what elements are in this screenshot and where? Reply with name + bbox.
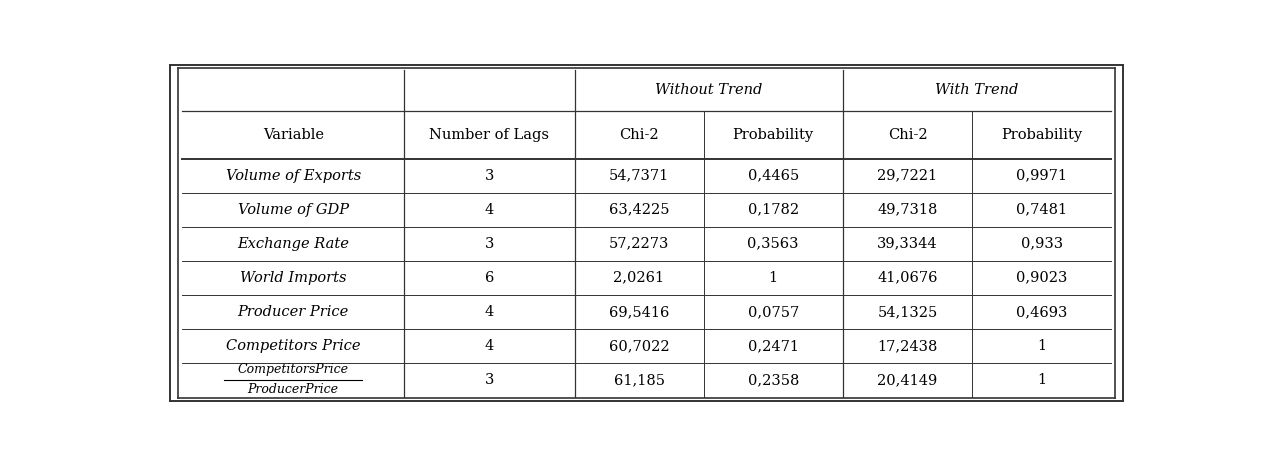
Text: 41,0676: 41,0676 [877,271,938,285]
Text: 1: 1 [769,271,777,285]
Text: 49,7318: 49,7318 [877,203,938,217]
Text: ProducerPrice: ProducerPrice [247,383,338,395]
Text: 0,3563: 0,3563 [747,237,799,251]
Text: 1: 1 [1037,373,1046,387]
Text: 0,933: 0,933 [1021,237,1063,251]
Text: 57,2273: 57,2273 [608,237,669,251]
Text: 69,5416: 69,5416 [608,305,669,319]
Text: 0,2358: 0,2358 [747,373,799,387]
Text: Probability: Probability [733,128,814,141]
Text: 0,9971: 0,9971 [1016,169,1068,182]
Text: Volume of GDP: Volume of GDP [237,203,348,217]
Text: Probability: Probability [1001,128,1083,141]
Text: 0,4465: 0,4465 [747,169,799,182]
Text: 3: 3 [485,237,493,251]
Text: 0,7481: 0,7481 [1016,203,1068,217]
Text: 63,4225: 63,4225 [608,203,669,217]
Text: 3: 3 [485,169,493,182]
Text: 4: 4 [485,203,493,217]
Text: 29,7221: 29,7221 [877,169,938,182]
Text: Chi-2: Chi-2 [620,128,659,141]
Text: 6: 6 [485,271,493,285]
Text: 1: 1 [1037,339,1046,353]
Text: Number of Lags: Number of Lags [429,128,549,141]
Text: 54,1325: 54,1325 [877,305,938,319]
Text: CompetitorsPrice: CompetitorsPrice [237,363,348,376]
Text: 0,1782: 0,1782 [747,203,799,217]
Text: 0,4693: 0,4693 [1016,305,1068,319]
Text: 60,7022: 60,7022 [608,339,669,353]
Text: 20,4149: 20,4149 [877,373,938,387]
Text: 4: 4 [485,305,493,319]
Text: Chi-2: Chi-2 [887,128,928,141]
Text: Without Trend: Without Trend [655,83,762,97]
Text: 4: 4 [485,339,493,353]
Text: 54,7371: 54,7371 [608,169,669,182]
Text: 0,2471: 0,2471 [748,339,799,353]
Text: Volume of Exports: Volume of Exports [226,169,361,182]
Text: 3: 3 [485,373,493,387]
Text: 0,9023: 0,9023 [1016,271,1068,285]
Text: 17,2438: 17,2438 [877,339,938,353]
Text: Competitors Price: Competitors Price [226,339,361,353]
Text: Variable: Variable [262,128,323,141]
Text: World Imports: World Imports [240,271,347,285]
Text: 0,0757: 0,0757 [747,305,799,319]
Text: Exchange Rate: Exchange Rate [237,237,350,251]
Text: With Trend: With Trend [935,83,1018,97]
Text: 39,3344: 39,3344 [877,237,938,251]
Text: Producer Price: Producer Price [237,305,348,319]
Text: 2,0261: 2,0261 [613,271,665,285]
Text: 61,185: 61,185 [613,373,665,387]
